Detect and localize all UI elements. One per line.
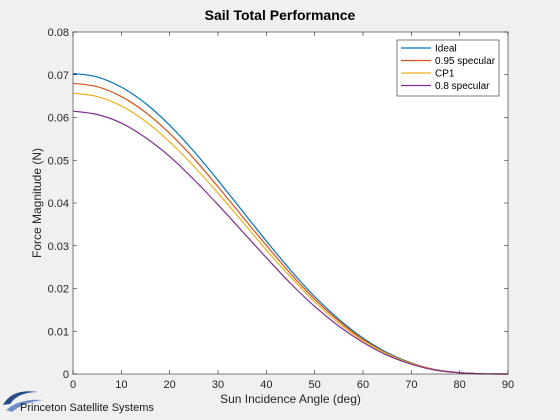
x-tick-label: 80: [454, 379, 466, 391]
y-tick-labels: 0 0.01 0.02 0.03 0.04 0.05 0.06 0.07 0.08: [48, 27, 69, 381]
y-tick-label: 0.05: [48, 155, 69, 167]
logo-swoosh-accent-icon: [6, 399, 44, 412]
y-tick-label: 0.08: [48, 27, 69, 39]
x-tick-label: 20: [164, 379, 176, 391]
x-tick-label: 0: [70, 379, 76, 391]
x-tick-label: 50: [309, 379, 321, 391]
legend-label: Ideal: [435, 44, 457, 55]
y-tick-label: 0.03: [48, 241, 69, 253]
logo-text: Princeton Satellite Systems: [20, 402, 154, 414]
legend-label: 0.95 specular: [435, 56, 496, 67]
y-tick-label: 0.02: [48, 284, 69, 296]
x-tick-label: 10: [115, 379, 127, 391]
y-tick-label: 0: [63, 369, 69, 381]
x-tick-label: 90: [502, 379, 514, 391]
legend-label: 0.8 specular: [435, 81, 490, 92]
y-tick-label: 0.01: [48, 326, 69, 338]
x-axis-label: Sun Incidence Angle (deg): [220, 392, 361, 406]
company-logo: Princeton Satellite Systems: [3, 391, 154, 414]
x-tick-label: 70: [405, 379, 417, 391]
legend-box: [396, 39, 500, 97]
y-tick-label: 0.04: [48, 198, 69, 210]
chart-title: Sail Total Performance: [205, 7, 356, 23]
x-tick-label: 60: [357, 379, 369, 391]
axes-box: [72, 31, 509, 375]
y-tick-label: 0.07: [48, 70, 69, 82]
y-tick-label: 0.06: [48, 113, 69, 125]
logo-swoosh-icon: [3, 391, 38, 405]
series-line-0-8-specular: [72, 110, 509, 375]
x-tick-label: 30: [212, 379, 224, 391]
x-tick-labels: 0 10 20 30 40 50 60 70 80 90: [70, 379, 514, 391]
legend-label: CP1: [435, 69, 455, 80]
x-tick-label: 40: [260, 379, 272, 391]
series-lines: [72, 72, 509, 375]
y-axis-label: Force Magnitude (N): [30, 148, 44, 258]
